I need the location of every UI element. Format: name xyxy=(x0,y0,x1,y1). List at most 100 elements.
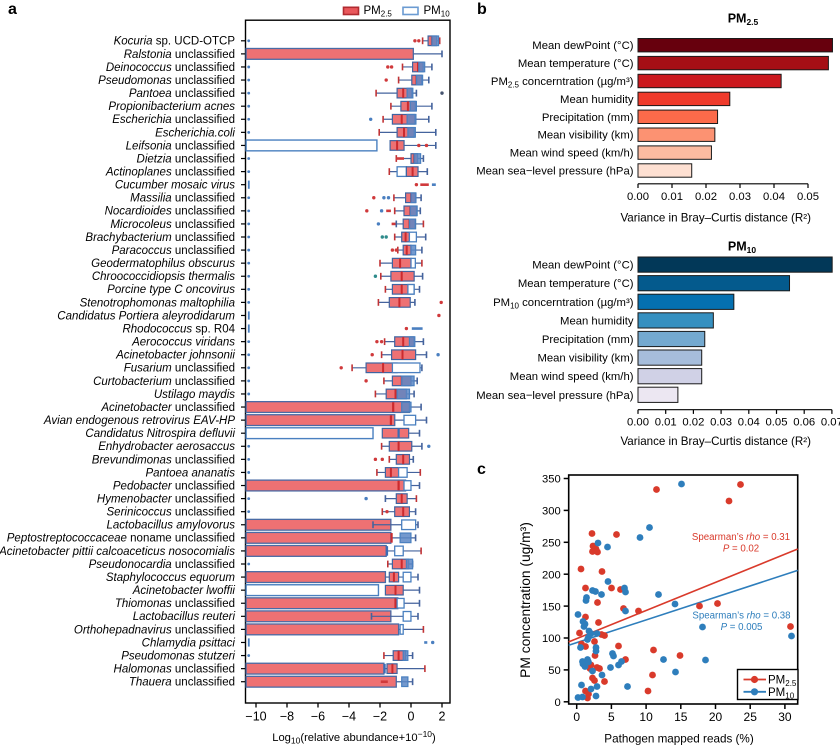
svg-text:PM10 concerntration (µg/m³): PM10 concerntration (µg/m³) xyxy=(493,297,634,311)
svg-text:Pathogen mapped reads (%): Pathogen mapped reads (%) xyxy=(604,733,754,746)
svg-text:Acinetobacter johnsonii: Acinetobacter johnsonii xyxy=(115,350,235,362)
svg-text:Mean temperature (°C): Mean temperature (°C) xyxy=(518,278,634,290)
svg-text:Porcine type C oncovirus: Porcine type C oncovirus xyxy=(107,284,235,296)
svg-text:Mean wind speed (km/h): Mean wind speed (km/h) xyxy=(510,371,634,383)
svg-text:300: 300 xyxy=(542,506,561,518)
svg-text:0.02: 0.02 xyxy=(695,191,717,203)
svg-text:Brevundimonas unclassified: Brevundimonas unclassified xyxy=(92,454,235,466)
svg-text:PM concentration (ug/m³): PM concentration (ug/m³) xyxy=(518,522,533,678)
svg-text:−4: −4 xyxy=(342,710,356,724)
svg-text:Mean sea−level pressure (hPa): Mean sea−level pressure (hPa) xyxy=(476,166,634,178)
svg-text:250: 250 xyxy=(542,538,561,550)
svg-text:Variance in Bray–Curtis distan: Variance in Bray–Curtis distance (R²) xyxy=(620,435,811,448)
svg-text:Enhydrobacter aerosaccus: Enhydrobacter aerosaccus xyxy=(98,441,235,453)
svg-text:Mean humidity: Mean humidity xyxy=(560,94,634,106)
svg-text:−10: −10 xyxy=(245,710,266,724)
svg-text:Peptostreptococcaceae noname u: Peptostreptococcaceae noname unclassifie… xyxy=(7,533,235,545)
svg-text:Fusarium unclassified: Fusarium unclassified xyxy=(124,363,235,375)
svg-text:Thauera unclassified: Thauera unclassified xyxy=(129,677,235,689)
svg-text:0.06: 0.06 xyxy=(793,417,815,429)
svg-text:Stenotrophomonas maltophilia: Stenotrophomonas maltophilia xyxy=(80,297,235,309)
svg-text:0: 0 xyxy=(573,710,580,724)
svg-text:Paracoccus unclassified: Paracoccus unclassified xyxy=(112,245,235,257)
svg-text:Pantoea unclassified: Pantoea unclassified xyxy=(129,88,235,100)
svg-text:Chlamydia psittaci: Chlamydia psittaci xyxy=(142,637,236,649)
svg-text:P = 0.005: P = 0.005 xyxy=(721,622,763,633)
svg-text:0.04: 0.04 xyxy=(763,191,785,203)
svg-text:Pseudomonas unclassified: Pseudomonas unclassified xyxy=(98,75,235,87)
svg-text:Massilia unclassified: Massilia unclassified xyxy=(130,193,235,205)
svg-text:Acinetobacter unclassified: Acinetobacter unclassified xyxy=(100,402,235,414)
svg-text:−8: −8 xyxy=(280,710,294,724)
svg-text:b: b xyxy=(477,1,487,18)
svg-text:Actinoplanes unclassified: Actinoplanes unclassified xyxy=(105,167,235,179)
svg-text:Log10(relative abundance+10−10: Log10(relative abundance+10−10) xyxy=(272,729,436,746)
svg-text:Mean dewPoint (°C): Mean dewPoint (°C) xyxy=(532,40,633,52)
svg-text:150: 150 xyxy=(542,601,561,613)
svg-text:0: 0 xyxy=(408,710,415,724)
svg-text:Orthohepadnavirus unclassified: Orthohepadnavirus unclassified xyxy=(74,624,235,636)
svg-text:Acinetobacter pittii calcoacet: Acinetobacter pittii calcoaceticus nosoc… xyxy=(0,546,235,558)
svg-text:Spearman’s rho = 0.31: Spearman’s rho = 0.31 xyxy=(692,532,790,543)
svg-text:50: 50 xyxy=(548,665,560,677)
svg-text:15: 15 xyxy=(674,710,688,724)
svg-text:Ustilago maydis: Ustilago maydis xyxy=(154,389,235,401)
svg-text:PM2.5 concerntration (µg/m³): PM2.5 concerntration (µg/m³) xyxy=(491,76,634,90)
svg-text:200: 200 xyxy=(542,569,561,581)
svg-text:Chroococcidiopsis thermalis: Chroococcidiopsis thermalis xyxy=(92,271,235,283)
svg-text:Serinicoccus unclassified: Serinicoccus unclassified xyxy=(107,507,236,519)
svg-text:Hymenobacter unclassified: Hymenobacter unclassified xyxy=(97,494,235,506)
svg-text:100: 100 xyxy=(542,633,561,645)
svg-text:Cucumber mosaic virus: Cucumber mosaic virus xyxy=(115,180,235,192)
svg-text:30: 30 xyxy=(778,710,792,724)
svg-text:350: 350 xyxy=(542,474,561,486)
svg-text:Thiomonas unclassified: Thiomonas unclassified xyxy=(115,598,235,610)
svg-text:Pedobacter unclassified: Pedobacter unclassified xyxy=(113,480,235,492)
svg-text:Lactobacillus reuteri: Lactobacillus reuteri xyxy=(133,611,236,623)
svg-text:Staphylococcus equorum: Staphylococcus equorum xyxy=(106,572,236,584)
svg-text:Geodermatophilus obscurus: Geodermatophilus obscurus xyxy=(91,258,235,270)
svg-text:P = 0.02: P = 0.02 xyxy=(723,544,759,555)
svg-text:Pseudomonas stutzeri: Pseudomonas stutzeri xyxy=(121,650,235,662)
svg-text:Escherichia.coli: Escherichia.coli xyxy=(155,127,235,139)
svg-text:Lactobacillus amylovorus: Lactobacillus amylovorus xyxy=(107,520,236,532)
svg-text:Nocardioides unclassified: Nocardioides unclassified xyxy=(105,206,235,218)
svg-text:Mean wind speed (km/h): Mean wind speed (km/h) xyxy=(510,148,634,160)
svg-text:Mean sea−level pressure (hPa): Mean sea−level pressure (hPa) xyxy=(476,390,634,402)
svg-text:Avian endogenous retrovirus EA: Avian endogenous retrovirus EAV-HP xyxy=(43,415,235,427)
svg-text:20: 20 xyxy=(709,710,723,724)
svg-text:Ralstonia unclassified: Ralstonia unclassified xyxy=(124,49,235,61)
svg-text:Mean visibility (km): Mean visibility (km) xyxy=(537,353,633,365)
svg-text:Kocuria sp. UCD-OTCP: Kocuria sp. UCD-OTCP xyxy=(114,36,236,48)
svg-text:Brachybacterium unclassified: Brachybacterium unclassified xyxy=(85,232,235,244)
svg-text:Acinetobacter lwoffii: Acinetobacter lwoffii xyxy=(132,585,236,597)
svg-text:0.03: 0.03 xyxy=(710,417,732,429)
svg-text:Precipitation (mm): Precipitation (mm) xyxy=(542,112,634,124)
svg-text:Precipitation (mm): Precipitation (mm) xyxy=(542,334,634,346)
svg-text:Rhodococcus sp. R04: Rhodococcus sp. R04 xyxy=(122,323,235,335)
svg-text:10: 10 xyxy=(639,710,653,724)
svg-text:0.01: 0.01 xyxy=(661,191,683,203)
svg-text:−6: −6 xyxy=(311,710,325,724)
svg-text:0.00: 0.00 xyxy=(627,417,649,429)
svg-text:Mean dewPoint (°C): Mean dewPoint (°C) xyxy=(532,260,633,272)
svg-text:c: c xyxy=(477,461,486,478)
svg-text:Deinococcus unclassified: Deinococcus unclassified xyxy=(106,62,235,74)
svg-text:Escherichia unclassified: Escherichia unclassified xyxy=(112,114,235,126)
svg-text:Variance in Bray–Curtis distan: Variance in Bray–Curtis distance (R²) xyxy=(620,212,811,225)
svg-text:0.07: 0.07 xyxy=(821,417,840,429)
svg-text:Mean humidity: Mean humidity xyxy=(560,315,634,327)
svg-text:2: 2 xyxy=(439,710,446,724)
svg-text:Propionibacterium acnes: Propionibacterium acnes xyxy=(108,101,235,113)
svg-text:Leifsonia unclassified: Leifsonia unclassified xyxy=(126,140,235,152)
svg-text:Pantoea ananatis: Pantoea ananatis xyxy=(145,467,235,479)
svg-text:Dietzia unclassified: Dietzia unclassified xyxy=(137,153,235,165)
svg-text:Spearman’s rho = 0.38: Spearman’s rho = 0.38 xyxy=(692,611,790,622)
svg-text:0.04: 0.04 xyxy=(738,417,760,429)
svg-text:0.01: 0.01 xyxy=(655,417,677,429)
svg-text:0.03: 0.03 xyxy=(729,191,751,203)
svg-text:Pseudonocardia unclassified: Pseudonocardia unclassified xyxy=(89,559,235,571)
svg-text:Aerococcus viridans: Aerococcus viridans xyxy=(131,337,235,349)
svg-text:25: 25 xyxy=(744,710,758,724)
svg-text:−2: −2 xyxy=(373,710,387,724)
